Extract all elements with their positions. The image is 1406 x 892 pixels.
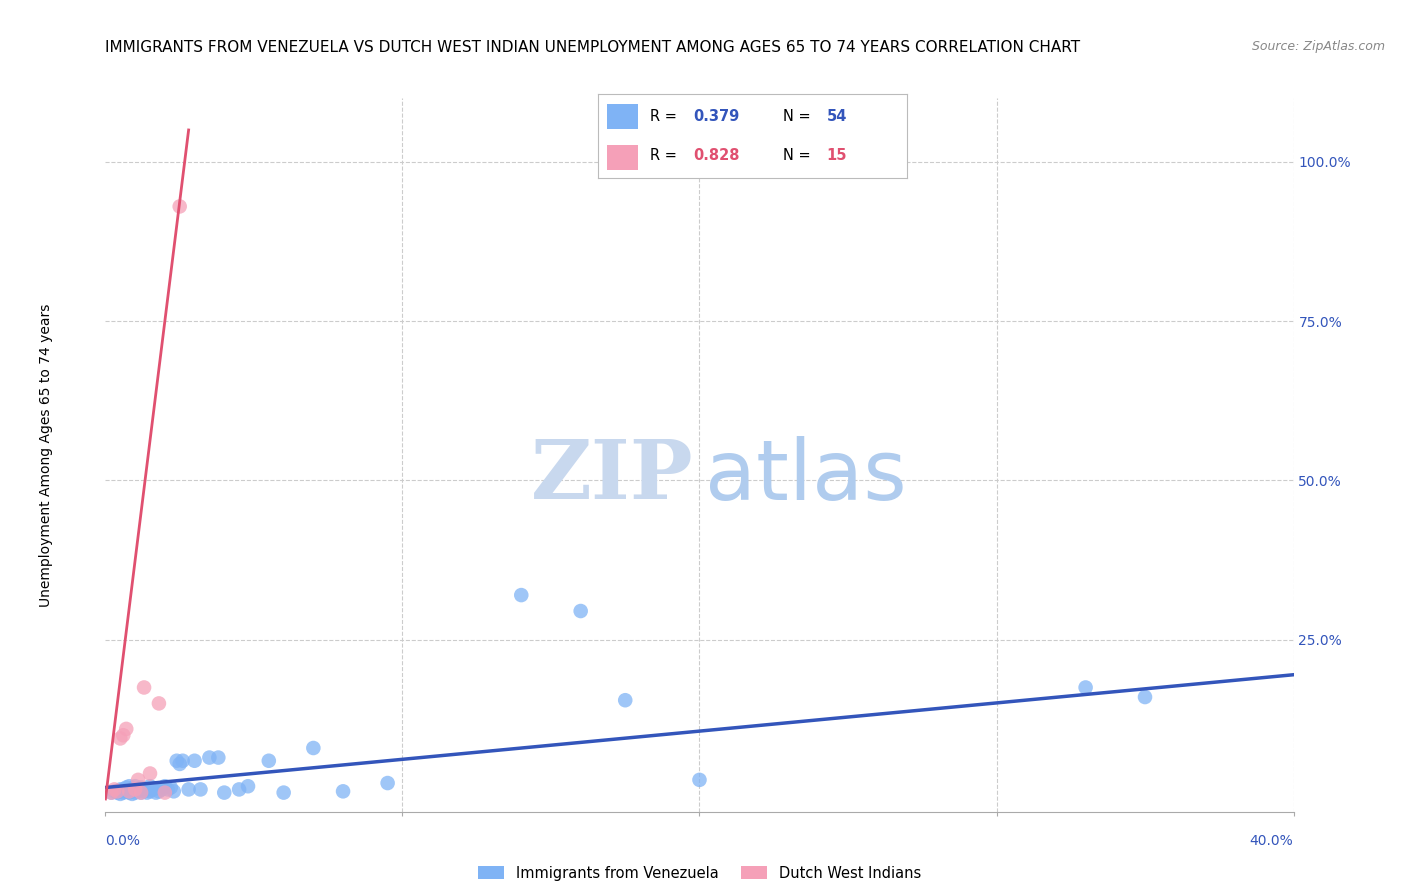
Text: N =: N = xyxy=(783,148,815,163)
Point xyxy=(124,782,146,797)
Text: Source: ZipAtlas.com: Source: ZipAtlas.com xyxy=(1251,40,1385,54)
Text: N =: N = xyxy=(783,109,815,124)
Point xyxy=(127,784,149,798)
Point xyxy=(148,697,170,711)
Text: Unemployment Among Ages 65 to 74 years: Unemployment Among Ages 65 to 74 years xyxy=(39,303,53,607)
Point xyxy=(150,782,173,797)
Point xyxy=(129,780,152,795)
Point xyxy=(236,779,259,793)
Point xyxy=(118,786,141,800)
Point xyxy=(153,786,176,800)
Point xyxy=(103,784,125,798)
Bar xyxy=(607,103,638,129)
Point xyxy=(198,750,221,764)
Point xyxy=(148,784,170,798)
Point xyxy=(105,784,128,798)
Text: 0.828: 0.828 xyxy=(693,148,740,163)
Point xyxy=(156,782,179,797)
Point xyxy=(1133,690,1156,704)
Point xyxy=(332,784,354,798)
Point xyxy=(100,786,122,800)
Point xyxy=(1074,681,1097,695)
Point xyxy=(118,784,141,798)
Point xyxy=(153,779,176,793)
Text: atlas: atlas xyxy=(706,436,907,516)
Point xyxy=(614,693,637,707)
Text: 54: 54 xyxy=(827,109,846,124)
Point xyxy=(166,754,188,768)
Point xyxy=(132,681,155,695)
Point xyxy=(127,772,149,787)
Text: ZIP: ZIP xyxy=(531,436,693,516)
Point xyxy=(115,784,138,798)
Point xyxy=(112,782,135,797)
Point xyxy=(139,784,162,798)
Point xyxy=(121,787,143,801)
Point xyxy=(112,786,135,800)
Text: R =: R = xyxy=(650,148,682,163)
Point xyxy=(228,782,250,797)
Point xyxy=(190,782,212,797)
Point xyxy=(103,782,125,797)
Point xyxy=(115,722,138,736)
Point xyxy=(129,786,152,800)
Text: 0.0%: 0.0% xyxy=(105,834,141,848)
Point xyxy=(169,756,191,771)
Point xyxy=(689,772,711,787)
Point xyxy=(112,728,135,742)
Point xyxy=(257,754,280,768)
Point xyxy=(159,780,181,795)
Text: 15: 15 xyxy=(827,148,846,163)
Point xyxy=(129,786,152,800)
Point xyxy=(169,199,191,213)
Text: R =: R = xyxy=(650,109,682,124)
Point xyxy=(136,786,159,800)
Point xyxy=(110,731,132,746)
Point xyxy=(145,786,167,800)
Point xyxy=(377,776,399,790)
Point xyxy=(177,782,200,797)
Point xyxy=(110,787,132,801)
Point xyxy=(142,782,165,797)
Point xyxy=(183,754,205,768)
Point xyxy=(127,782,149,797)
Point xyxy=(214,786,236,800)
Point xyxy=(172,754,194,768)
Point xyxy=(273,786,295,800)
Point xyxy=(139,766,162,780)
Point xyxy=(100,786,122,800)
Bar xyxy=(607,145,638,169)
Text: IMMIGRANTS FROM VENEZUELA VS DUTCH WEST INDIAN UNEMPLOYMENT AMONG AGES 65 TO 74 : IMMIGRANTS FROM VENEZUELA VS DUTCH WEST … xyxy=(105,40,1081,55)
Point xyxy=(139,779,162,793)
Point xyxy=(132,784,155,798)
Point xyxy=(132,782,155,797)
Point xyxy=(124,786,146,800)
Point xyxy=(163,784,186,798)
Point xyxy=(110,782,132,797)
Point xyxy=(105,786,128,800)
Text: 0.379: 0.379 xyxy=(693,109,740,124)
Point xyxy=(115,780,138,795)
Point xyxy=(121,782,143,797)
Text: 40.0%: 40.0% xyxy=(1250,834,1294,848)
Point xyxy=(207,750,229,764)
Point xyxy=(569,604,592,618)
Point xyxy=(510,588,533,602)
Point xyxy=(118,779,141,793)
Point xyxy=(302,741,325,756)
Legend: Immigrants from Venezuela, Dutch West Indians: Immigrants from Venezuela, Dutch West In… xyxy=(472,860,927,887)
Point xyxy=(124,779,146,793)
